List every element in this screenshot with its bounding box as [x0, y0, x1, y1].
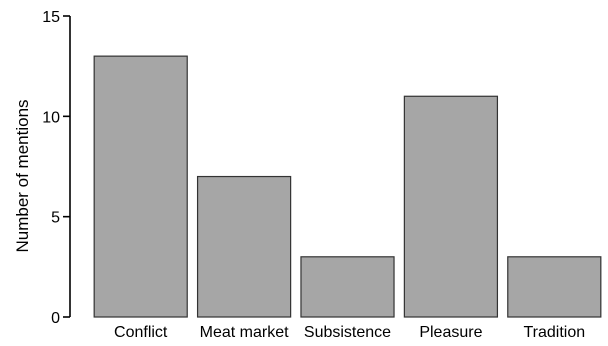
x-axis-labels: Conflict Meat market Subsistence Pleasure Tr… — [114, 324, 585, 341]
bar-meat-market — [196, 175, 292, 318]
y-axis-label: Number of mentions — [13, 99, 32, 252]
y-tick-label: 10 — [42, 109, 60, 126]
y-tick-label: 5 — [51, 210, 60, 227]
bar-subsistence — [300, 256, 395, 318]
bar-conflict — [93, 55, 188, 318]
x-tick-label: Pleasure — [419, 324, 482, 341]
x-tick-label: Subsistence — [304, 324, 391, 341]
bars — [93, 55, 602, 318]
x-tick-label: Meat market — [200, 324, 289, 341]
x-tick-label: Conflict — [114, 324, 168, 341]
y-axis: 0 5 10 15 — [42, 9, 71, 327]
bar-pleasure — [403, 95, 499, 318]
x-tick-label: Tradition — [523, 324, 585, 341]
bar-tradition — [507, 256, 602, 318]
y-tick-label: 0 — [51, 310, 60, 327]
y-tick-label: 15 — [42, 9, 60, 26]
